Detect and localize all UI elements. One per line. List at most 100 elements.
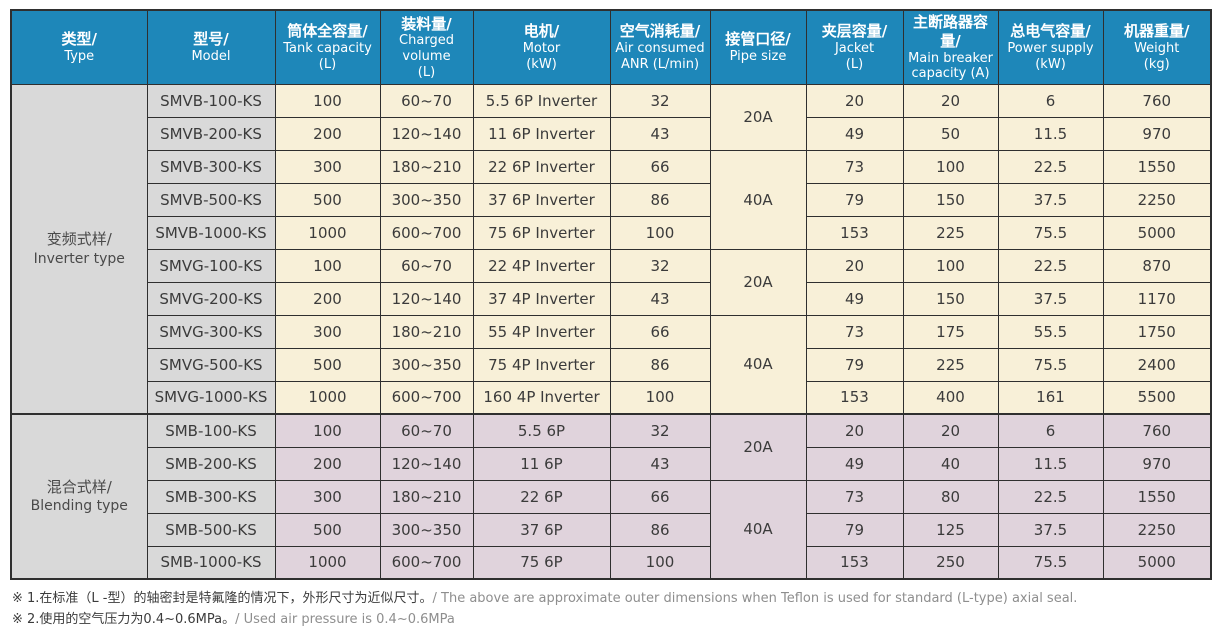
column-header-zh: 主断路器容量/: [912, 13, 988, 50]
cell-air: 86: [609, 512, 711, 547]
row-group-type-zh: 混合式样/: [46, 477, 112, 496]
column-header-unit: (kW): [1035, 56, 1066, 72]
cell-power: 6: [997, 413, 1104, 448]
cell-power: 11.5: [997, 446, 1104, 481]
column-header-unit: (kg): [1143, 56, 1170, 72]
cell-motor: 11 6P Inverter: [472, 116, 611, 151]
cell-weight: 2250: [1102, 512, 1212, 547]
cell-charged: 600~700: [379, 545, 474, 580]
cell-pipe-size: 20A: [709, 83, 807, 151]
cell-power: 161: [997, 380, 1104, 415]
cell-jacket: 73: [805, 149, 904, 184]
cell-tank: 500: [274, 182, 381, 217]
cell-air: 43: [609, 281, 711, 316]
column-header-jacket: 夹层容量/Jacket (L): [805, 9, 904, 85]
footnote-1-en: / The above are approximate outer dimens…: [432, 591, 1078, 607]
cell-motor: 160 4P Inverter: [472, 380, 611, 415]
cell-air: 66: [609, 149, 711, 184]
cell-jacket: 20: [805, 83, 904, 118]
cell-weight: 5500: [1102, 380, 1212, 415]
footnote-2: ※ 2.使用的空气压力为0.4~0.6MPa。/ Used air pressu…: [12, 610, 1208, 630]
cell-model: SMVG-200-KS: [146, 281, 276, 316]
table-row: SMVG-100-KS 100 60~70 22 4P Inverter 32 20A 20…: [11, 248, 1212, 316]
cell-breaker: 50: [902, 116, 999, 151]
cell-model: SMVG-100-KS: [146, 248, 276, 283]
footnote-1: ※ 1.在标准（L -型）的轴密封是特氟隆的情况下，外形尺寸为近似尺寸。/ Th…: [12, 589, 1208, 610]
cell-model: SMB-500-KS: [146, 512, 276, 547]
cell-model: SMB-1000-KS: [146, 545, 276, 580]
cell-motor: 22 6P Inverter: [472, 149, 611, 184]
cell-charged: 600~700: [379, 215, 474, 250]
column-header-zh: 机器重量/: [1124, 22, 1190, 41]
cell-tank: 500: [274, 347, 381, 382]
cell-breaker: 250: [902, 545, 999, 580]
column-header-unit: (kW): [526, 56, 557, 72]
column-header-zh: 电机/: [523, 22, 560, 41]
cell-motor: 11 6P: [472, 446, 611, 481]
cell-charged: 60~70: [379, 83, 474, 118]
cell-charged: 180~210: [379, 149, 474, 184]
table-row: SMVB-500-KS 500 300~350 37 6P Inverter 86 79 1…: [11, 182, 1212, 217]
table-row: SMVG-500-KS 500 300~350 75 4P Inverter 86 79 2…: [11, 347, 1212, 382]
cell-charged: 300~350: [379, 347, 474, 382]
cell-power: 22.5: [997, 248, 1104, 283]
column-header-zh: 类型/: [61, 30, 97, 49]
cell-weight: 970: [1102, 116, 1212, 151]
cell-model: SMVB-100-KS: [146, 83, 276, 118]
column-header-zh: 型号/: [193, 30, 229, 49]
cell-motor: 37 6P: [472, 512, 611, 547]
cell-breaker: 225: [902, 347, 999, 382]
cell-model: SMVB-200-KS: [146, 116, 276, 151]
column-header-zh: 空气消耗量/: [619, 22, 701, 41]
cell-jacket: 79: [805, 182, 904, 217]
row-group-type-en: Blending type: [30, 498, 128, 515]
table-row: SMVG-200-KS 200 120~140 37 4P Inverter 43 49 1…: [11, 281, 1212, 316]
cell-tank: 1000: [274, 380, 381, 415]
cell-weight: 760: [1102, 83, 1212, 118]
table-row: SMVB-1000-KS 1000 600~700 75 6P Inverter 100…: [11, 215, 1212, 250]
footnotes: ※ 1.在标准（L -型）的轴密封是特氟隆的情况下，外形尺寸为近似尺寸。/ Th…: [10, 580, 1210, 630]
table-row: SMVB-300-KS 300 180~210 22 6P Inverter 66 40A…: [11, 149, 1212, 250]
footnote-2-zh: ※ 2.使用的空气压力为0.4~0.6MPa。: [12, 611, 236, 627]
spec-table: 类型/Type 型号/Model 筒体全容量/Tank capacity (L) 装料量…: [10, 9, 1212, 581]
cell-tank: 100: [274, 248, 381, 283]
cell-weight: 870: [1102, 248, 1212, 283]
cell-motor: 55 4P Inverter: [472, 314, 611, 349]
cell-tank: 1000: [274, 545, 381, 580]
cell-power: 37.5: [997, 512, 1104, 547]
cell-model: SMVG-1000-KS: [146, 380, 276, 415]
row-group-type: 变频式样/Inverter type: [10, 83, 148, 415]
cell-tank: 100: [274, 83, 381, 118]
cell-charged: 180~210: [379, 314, 474, 349]
cell-pipe-size: 40A: [709, 314, 807, 415]
cell-motor: 37 6P Inverter: [472, 182, 611, 217]
cell-weight: 1550: [1102, 149, 1212, 184]
cell-charged: 60~70: [379, 413, 474, 448]
column-header-en: Model: [191, 48, 231, 64]
cell-model: SMVB-300-KS: [146, 149, 276, 184]
cell-model: SMB-200-KS: [146, 446, 276, 481]
cell-weight: 5000: [1102, 545, 1212, 580]
cell-jacket: 79: [805, 347, 904, 382]
cell-jacket: 153: [805, 380, 904, 415]
cell-jacket: 79: [805, 512, 904, 547]
cell-tank: 200: [274, 281, 381, 316]
cell-power: 6: [997, 83, 1104, 118]
cell-power: 22.5: [997, 479, 1104, 514]
table-row: SMB-500-KS 500 300~350 37 6P 86 79 125 37.5 2250: [11, 512, 1212, 547]
column-header-pipe: 接管口径/Pipe size: [709, 9, 807, 85]
table-row: SMB-300-KS 300 180~210 22 6P 66 40A 73 80 22.5 15…: [11, 479, 1212, 580]
column-header-en: Jacket: [834, 41, 875, 57]
cell-pipe-size: 20A: [709, 413, 807, 481]
column-header-en: Air consumed: [615, 41, 705, 57]
cell-weight: 1550: [1102, 479, 1212, 514]
cell-breaker: 150: [902, 281, 999, 316]
cell-model: SMVG-500-KS: [146, 347, 276, 382]
cell-breaker: 400: [902, 380, 999, 415]
cell-charged: 120~140: [379, 281, 474, 316]
table-row: SMVB-200-KS 200 120~140 11 6P Inverter 43 49 5…: [11, 116, 1212, 151]
cell-air: 32: [609, 248, 711, 283]
cell-weight: 1170: [1102, 281, 1212, 316]
cell-air: 43: [609, 116, 711, 151]
cell-weight: 760: [1102, 413, 1212, 448]
